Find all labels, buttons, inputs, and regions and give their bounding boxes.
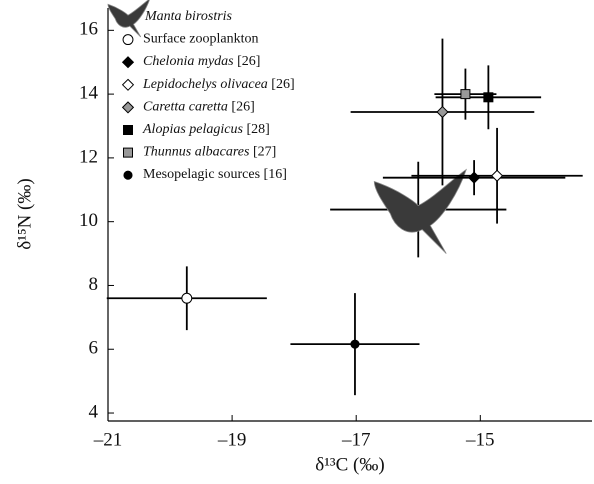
legend-name: Thunnus albacares (143, 145, 250, 160)
y-tick-label: 6 (89, 338, 99, 359)
legend-name: Caretta caretta (143, 100, 228, 115)
y-tick-label: 4 (89, 401, 99, 422)
y-tick-label: 14 (79, 82, 99, 103)
legend-ref: [26] (237, 54, 260, 69)
legend-name: Alopias pelagicus (142, 122, 243, 137)
legend-marker (121, 56, 135, 69)
point (373, 168, 468, 254)
point (181, 292, 193, 304)
legend-name: Lepidochelys olivacea (142, 77, 268, 92)
legend-label: Lepidochelys olivacea [26] (142, 77, 295, 92)
point (483, 92, 494, 103)
legend-label: Caretta caretta [26] (143, 100, 255, 115)
x-axis-label: δ¹³C (‰) (315, 454, 384, 475)
point (350, 339, 360, 349)
legend-name: Chelonia mydas (143, 54, 234, 69)
legend-label: Alopias pelagicus [28] (142, 122, 270, 137)
y-tick-label: 16 (79, 19, 98, 40)
legend-ref: [28] (246, 122, 269, 137)
y-axis-label: δ¹⁵N (‰) (14, 178, 35, 249)
legend-label: Chelonia mydas [26] (143, 54, 260, 69)
legend-marker (121, 78, 135, 91)
legend-name: Mesopelagic sources (143, 167, 260, 182)
legend-label: Surface zooplankton (143, 32, 258, 47)
legend-marker (121, 101, 135, 114)
legend-marker (123, 147, 133, 158)
legend-label: Thunnus albacares [27] (143, 145, 276, 160)
legend-label: Manta birostris (144, 9, 233, 24)
point (490, 169, 504, 182)
legend-name: Surface zooplankton (143, 32, 258, 47)
x-tick-label: –21 (93, 429, 123, 450)
point (460, 89, 471, 100)
legend-ref: [16] (264, 167, 287, 182)
legend-ref: [27] (253, 145, 276, 160)
legend-marker (107, 0, 150, 38)
legend-marker (122, 34, 134, 46)
point (436, 105, 449, 119)
x-tick-label: –19 (217, 429, 247, 450)
point (467, 171, 481, 184)
legend-ref: [26] (231, 100, 254, 115)
legend-ref: [26] (271, 77, 294, 92)
y-tick-label: 8 (89, 274, 99, 295)
y-tick-label: 12 (79, 146, 98, 167)
x-tick-label: –17 (341, 429, 371, 450)
legend-name: Manta birostris (144, 9, 233, 24)
legend-marker (123, 125, 133, 135)
x-tick-label: –15 (465, 429, 495, 450)
legend-label: Mesopelagic sources [16] (143, 167, 287, 182)
legend-marker (123, 170, 133, 180)
y-tick-label: 10 (79, 210, 98, 231)
